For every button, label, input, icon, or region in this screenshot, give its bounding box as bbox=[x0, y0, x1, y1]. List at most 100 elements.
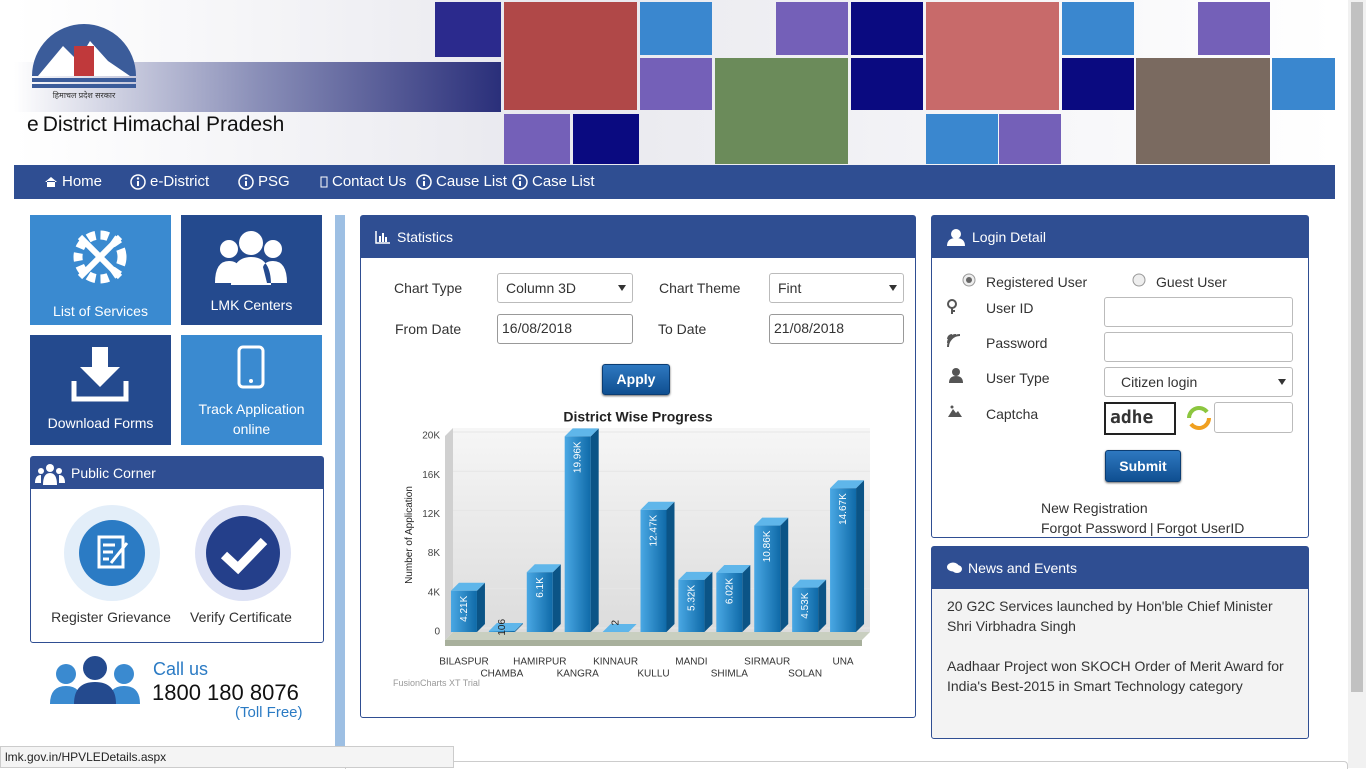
deco bbox=[435, 2, 501, 57]
deco bbox=[573, 114, 639, 164]
news-item[interactable]: Aadhaar Project won SKOCH Order of Merit… bbox=[947, 656, 1292, 696]
x-tick-label: SIRMAUR bbox=[744, 657, 790, 668]
label: Captcha bbox=[986, 406, 1038, 422]
photo bbox=[1136, 58, 1270, 164]
nav-link[interactable]: Cause List bbox=[416, 173, 507, 190]
text-input[interactable] bbox=[1104, 297, 1293, 327]
status-bar: lmk.gov.in/HPVLEDetails.aspx bbox=[0, 746, 454, 768]
deco bbox=[1062, 58, 1134, 110]
news-panel: News and Events 20 G2C Services launched… bbox=[931, 546, 1309, 739]
link[interactable]: Forgot UserID bbox=[1156, 520, 1244, 536]
nav-text: e-District bbox=[150, 173, 209, 190]
watermark: FusionCharts XT Trial bbox=[393, 678, 480, 688]
link-label[interactable]: Verify Certificate bbox=[161, 609, 321, 625]
x-tick-label: HAMIRPUR bbox=[513, 657, 566, 668]
x-tick-label: SOLAN bbox=[788, 669, 822, 680]
icon bbox=[68, 225, 132, 289]
x-tick-label: KULLU bbox=[637, 669, 669, 680]
title: District Himachal Pradesh bbox=[43, 113, 285, 137]
icon bbox=[215, 227, 287, 287]
y-tick-label: 12K bbox=[422, 509, 440, 520]
select[interactable]: Citizen login bbox=[1104, 367, 1293, 397]
icon bbox=[320, 176, 328, 188]
tile-label: List of Services bbox=[30, 303, 171, 319]
bar-side bbox=[780, 518, 788, 632]
icon bbox=[946, 562, 962, 574]
icon bbox=[130, 174, 146, 190]
call-icon bbox=[48, 652, 142, 706]
select[interactable]: Fint bbox=[769, 273, 904, 303]
link[interactable]: Forgot Password bbox=[1041, 520, 1147, 536]
nav-link[interactable]: Case List bbox=[512, 173, 595, 190]
logo: हिमाचल प्रदेश सरकार bbox=[28, 16, 140, 102]
call-number[interactable]: 1800 180 8076 bbox=[152, 680, 299, 706]
radio[interactable] bbox=[962, 273, 976, 287]
data-label: 106 bbox=[497, 619, 508, 636]
nav-text: Cause List bbox=[436, 173, 507, 190]
icon bbox=[946, 298, 964, 314]
icon bbox=[238, 174, 254, 190]
icon bbox=[70, 345, 130, 403]
tile[interactable]: LMK Centers bbox=[181, 215, 322, 325]
divider bbox=[335, 215, 345, 768]
link[interactable]: New Registration bbox=[1041, 500, 1148, 516]
nav-text: PSG bbox=[258, 173, 290, 190]
tile[interactable]: List of Services bbox=[30, 215, 171, 325]
call-label: Call us bbox=[153, 659, 208, 680]
panel-title: Login Detail bbox=[972, 229, 1046, 245]
bar-side bbox=[742, 565, 750, 632]
y-tick-label: 16K bbox=[422, 470, 440, 481]
icon-button[interactable] bbox=[63, 505, 161, 603]
news-item[interactable]: 20 G2C Services launched by Hon'ble Chie… bbox=[947, 596, 1292, 636]
icon bbox=[237, 345, 267, 391]
apply-button[interactable]: Apply bbox=[602, 364, 670, 395]
deco bbox=[1272, 58, 1335, 110]
deco bbox=[504, 114, 570, 164]
icon bbox=[44, 176, 58, 188]
icon bbox=[948, 405, 962, 417]
x-tick-label: KANGRA bbox=[557, 669, 600, 680]
select-value: Column 3D bbox=[506, 280, 576, 296]
refresh-captcha[interactable] bbox=[1185, 404, 1213, 432]
date-input[interactable]: 21/08/2018 bbox=[769, 314, 904, 344]
caret bbox=[1278, 379, 1286, 385]
icon bbox=[948, 367, 964, 383]
y-tick-label: 8K bbox=[428, 548, 441, 559]
deco bbox=[1198, 2, 1270, 55]
scroll-thumb[interactable] bbox=[1351, 2, 1363, 692]
tile-label: Track Application online bbox=[181, 399, 322, 439]
title-prefix: e bbox=[27, 113, 39, 137]
data-label: 14.67K bbox=[838, 493, 849, 525]
submit-button[interactable]: Submit bbox=[1105, 450, 1181, 482]
icon-button[interactable] bbox=[194, 505, 292, 603]
label: To Date bbox=[658, 321, 706, 337]
label: From Date bbox=[395, 321, 461, 337]
panel-header: News and Events bbox=[932, 547, 1308, 589]
deco bbox=[851, 58, 923, 110]
radio[interactable] bbox=[1132, 273, 1146, 287]
scrollbar[interactable] bbox=[1348, 0, 1366, 768]
nav-link[interactable]: Contact Us bbox=[320, 173, 406, 190]
tile[interactable]: Track Application online bbox=[181, 335, 322, 445]
captcha-image: adhe bbox=[1104, 402, 1176, 435]
date-input[interactable]: 16/08/2018 bbox=[497, 314, 633, 344]
bar-side bbox=[667, 502, 675, 632]
nav-link[interactable]: PSG bbox=[238, 173, 290, 190]
radio-label: Registered User bbox=[986, 274, 1087, 290]
data-label: 5.32K bbox=[686, 585, 697, 611]
y-tick-label: 0 bbox=[434, 627, 440, 638]
nav-link[interactable]: e-District bbox=[130, 173, 209, 190]
select[interactable]: Column 3D bbox=[497, 273, 633, 303]
data-label: 2 bbox=[611, 620, 622, 626]
select-value: Citizen login bbox=[1121, 374, 1197, 390]
nav-link[interactable]: Home bbox=[44, 173, 102, 190]
password-input[interactable] bbox=[1104, 332, 1293, 362]
panel-header: Login Detail bbox=[932, 216, 1308, 258]
caret bbox=[618, 285, 626, 291]
captcha-input[interactable] bbox=[1214, 402, 1293, 433]
tile[interactable]: Download Forms bbox=[30, 335, 171, 445]
radio-label: Guest User bbox=[1156, 274, 1227, 290]
